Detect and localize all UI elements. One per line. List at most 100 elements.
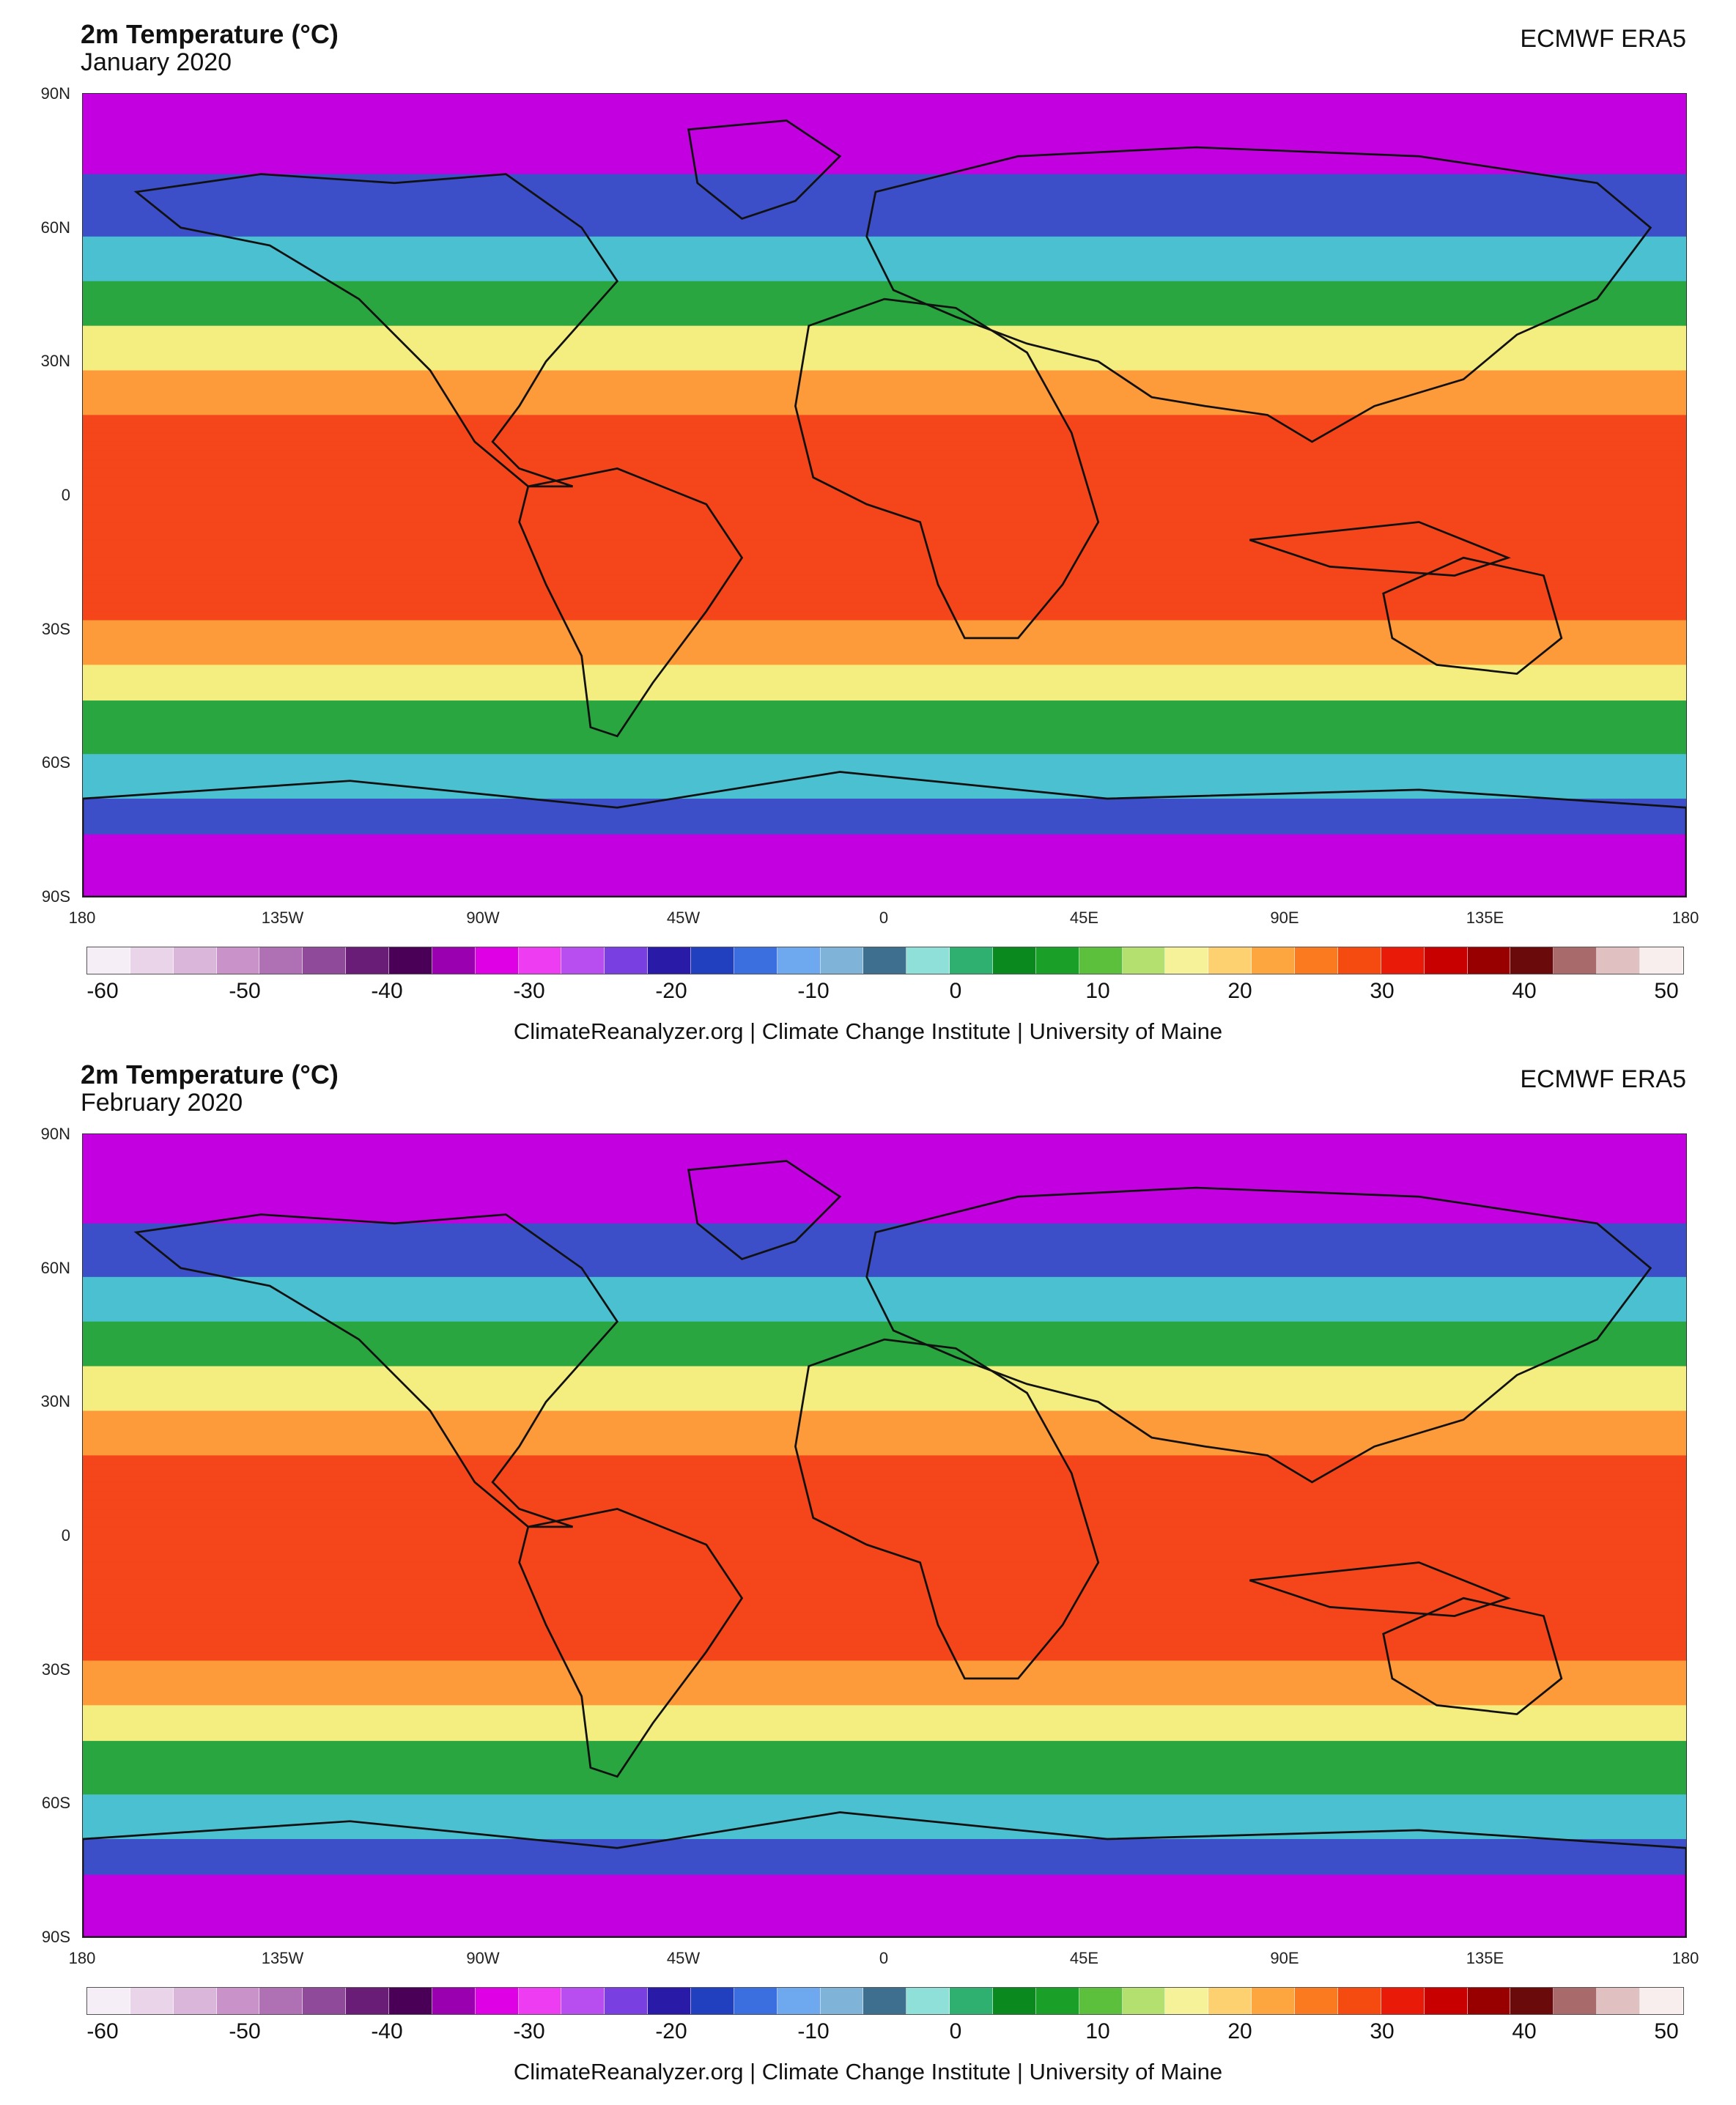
- temperature-band: [83, 299, 1686, 309]
- colorbar-swatch: [691, 947, 734, 974]
- temperature-band: [83, 156, 1686, 166]
- temperature-band: [83, 1276, 1686, 1287]
- colorbar-swatch: [475, 947, 519, 974]
- colorbar-tick-label: -30: [513, 979, 545, 1003]
- longitude-tick-label: 90E: [1270, 909, 1299, 927]
- temperature-band: [83, 1286, 1686, 1296]
- temperature-band: [83, 1848, 1686, 1858]
- temperature-band: [83, 549, 1686, 559]
- longitude-tick-label: 135E: [1466, 1949, 1504, 1967]
- latitude-tick-label: 60S: [41, 753, 70, 772]
- temperature-band: [83, 1660, 1686, 1671]
- temperature-band: [83, 1491, 1686, 1501]
- continent-outline: [518, 467, 744, 738]
- temperature-band: [83, 406, 1686, 416]
- latitude-tick-label: 90N: [40, 1125, 70, 1143]
- longitude-tick-label: 45E: [1069, 1949, 1099, 1967]
- temperature-band: [83, 656, 1686, 666]
- temperature-band: [83, 245, 1686, 256]
- colorbar-swatch: [906, 1988, 950, 2014]
- colorbar-tick-label: -20: [655, 979, 687, 1003]
- temperature-band: [83, 852, 1686, 862]
- temperature-band: [83, 816, 1686, 826]
- colorbar-tick-label: 20: [1227, 979, 1252, 1003]
- colorbar-swatch: [1295, 947, 1338, 974]
- temperature-band: [83, 1598, 1686, 1608]
- colorbar-swatch: [1035, 1988, 1079, 2014]
- temperature-band: [83, 1402, 1686, 1412]
- longitude-tick-label: 135W: [261, 1949, 304, 1967]
- temperature-band: [83, 1366, 1686, 1377]
- colorbar-swatch: [346, 1988, 390, 2014]
- temperature-band: [83, 718, 1686, 728]
- temperature-band: [83, 379, 1686, 390]
- colorbar-tick-label: 10: [1085, 979, 1110, 1003]
- colorbar-swatch: [1337, 947, 1381, 974]
- panel-title: 2m Temperature (°C): [81, 1059, 339, 1090]
- temperature-band: [83, 111, 1686, 122]
- map-svg: [83, 1134, 1686, 1937]
- temperature-band: [83, 1161, 1686, 1171]
- continent-outline: [794, 1338, 1100, 1680]
- temperature-band: [83, 1536, 1686, 1546]
- temperature-band: [83, 1383, 1686, 1394]
- colorbar-swatch: [1597, 947, 1640, 974]
- temperature-band: [83, 1330, 1686, 1341]
- temperature-band: [83, 129, 1686, 140]
- temperature-band: [83, 584, 1686, 595]
- colorbar-swatch: [648, 947, 692, 974]
- temperature-band: [83, 397, 1686, 407]
- temperature-band: [83, 1821, 1686, 1832]
- temperature-band: [83, 1839, 1686, 1849]
- colorbar-swatch: [1122, 1988, 1166, 2014]
- temperature-band: [83, 1295, 1686, 1305]
- colorbar-swatch: [950, 1988, 994, 2014]
- temperature-band: [83, 744, 1686, 755]
- longitude-tick-label: 180: [1672, 1949, 1699, 1967]
- continent-outline: [865, 146, 1652, 443]
- colorbar-swatch: [1510, 1988, 1554, 2014]
- temperature-band: [83, 1678, 1686, 1689]
- temperature-band: [83, 1651, 1686, 1662]
- temperature-band: [83, 1339, 1686, 1350]
- temperature-band: [83, 1473, 1686, 1484]
- temperature-band: [83, 1687, 1686, 1698]
- temperature-band: [83, 1455, 1686, 1465]
- colorbar-tick-label: -10: [797, 2019, 830, 2043]
- colorbar-swatch: [1639, 1988, 1683, 2014]
- temperature-band: [83, 1205, 1686, 1216]
- temperature-band: [83, 1438, 1686, 1448]
- colorbar-swatch: [993, 947, 1036, 974]
- temperature-band: [83, 1509, 1686, 1519]
- temperature-band: [83, 263, 1686, 273]
- temperature-band: [83, 602, 1686, 613]
- longitude-tick-label: 0: [879, 909, 889, 927]
- temperature-band: [83, 1393, 1686, 1403]
- colorbar-swatch: [1165, 1988, 1209, 2014]
- longitude-tick-label: 90W: [466, 1949, 500, 1967]
- temperature-band: [83, 1152, 1686, 1162]
- colorbar-swatch: [259, 1988, 303, 2014]
- temperature-band: [83, 459, 1686, 470]
- colorbar-swatch: [993, 1988, 1036, 2014]
- temperature-band: [83, 1348, 1686, 1358]
- temperature-band: [83, 165, 1686, 175]
- temperature-band: [83, 138, 1686, 149]
- longitude-tick-label: 180: [68, 1949, 96, 1967]
- temperature-band: [83, 575, 1686, 585]
- temperature-band: [83, 325, 1686, 336]
- temperature-band: [83, 522, 1686, 532]
- colorbar-swatch: [1208, 947, 1252, 974]
- temperature-band: [83, 1580, 1686, 1591]
- temperature-band: [83, 317, 1686, 327]
- colorbar-swatch: [950, 947, 994, 974]
- colorbar-swatch: [1079, 1988, 1123, 2014]
- latitude-tick-label: 90S: [41, 1928, 70, 1946]
- panel-source: ECMWF ERA5: [1520, 25, 1686, 53]
- temperature-band: [83, 1910, 1686, 1920]
- temperature-band: [83, 1481, 1686, 1492]
- colorbar-tick-label: -60: [86, 979, 119, 1003]
- temperature-band: [83, 1517, 1686, 1528]
- temperature-band: [83, 629, 1686, 640]
- temperature-band: [83, 1178, 1686, 1189]
